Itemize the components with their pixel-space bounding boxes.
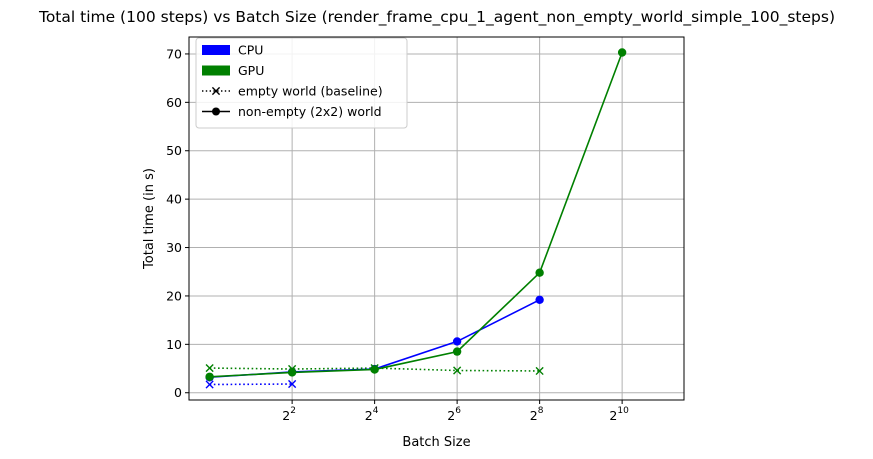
marker-stroke — [453, 366, 462, 375]
data-point — [205, 363, 214, 373]
data-point — [288, 364, 297, 374]
axis-ticks: 22 24 26 28 210 0 10 20 30 40 50 60 70 — [166, 46, 629, 423]
data-point — [370, 365, 379, 374]
series-line — [209, 52, 623, 378]
chart-title: Total time (100 steps) vs Batch Size (re… — [38, 8, 835, 27]
data-point — [617, 48, 627, 57]
series-layer — [205, 48, 627, 389]
x-tick-label: 26 — [447, 406, 461, 423]
legend-item: non-empty (2x2) world — [202, 104, 382, 119]
data-point — [535, 295, 544, 305]
data-point — [288, 379, 297, 389]
legend-label: GPU — [238, 63, 264, 78]
series-cpu-empty — [205, 379, 297, 389]
data-point — [205, 372, 214, 381]
data-point — [205, 380, 214, 389]
y-tick-label: 40 — [166, 192, 182, 207]
legend-marker — [212, 107, 220, 116]
legend-swatch — [202, 65, 230, 76]
data-point — [535, 268, 544, 277]
legend-label: empty world (baseline) — [238, 84, 383, 99]
y-tick-label: 10 — [166, 337, 182, 352]
marker-stroke — [205, 363, 214, 373]
data-point — [452, 347, 462, 356]
marker-stroke — [288, 379, 297, 389]
legend-swatch — [202, 45, 230, 55]
y-tick-label: 20 — [166, 288, 182, 303]
legend-label: CPU — [238, 43, 263, 58]
legend-item: CPU — [202, 43, 263, 58]
legend-item: GPU — [202, 63, 264, 78]
series-gpu-non-empty — [205, 48, 627, 381]
marker-stroke — [535, 366, 544, 376]
y-tick-label: 60 — [166, 95, 182, 110]
series-gpu-empty — [205, 363, 544, 376]
y-tick-label: 30 — [166, 240, 182, 255]
x-tick-label: 22 — [282, 406, 296, 423]
data-point — [370, 363, 379, 373]
legend-marker — [211, 86, 221, 96]
legend: CPU GPU empty world (baseline) non-empty (2… — [195, 37, 408, 129]
x-tick-label: 28 — [530, 406, 544, 423]
marker-stroke — [205, 380, 214, 389]
x-tick-label: 24 — [365, 406, 379, 423]
x-axis-label: Batch Size — [402, 435, 470, 450]
y-tick-label: 70 — [166, 46, 182, 61]
y-tick-label: 50 — [166, 143, 182, 158]
x-tick-label: 210 — [609, 406, 629, 423]
legend-box — [195, 37, 408, 129]
data-point — [452, 337, 462, 346]
marker-stroke — [288, 364, 297, 374]
data-point — [535, 366, 544, 376]
legend-label: non-empty (2x2) world — [238, 104, 382, 119]
marker-stroke — [370, 363, 379, 373]
legend-item: empty world (baseline) — [202, 84, 383, 99]
plot-frame — [188, 36, 685, 401]
y-axis-label: Total time (in s) — [142, 168, 157, 270]
data-point — [453, 366, 462, 375]
y-tick-label: 0 — [174, 385, 182, 400]
